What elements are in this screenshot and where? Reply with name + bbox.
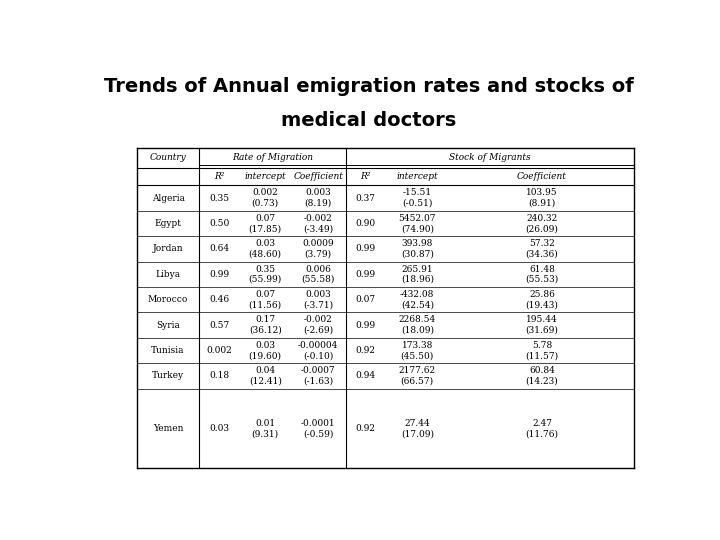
Text: 240.32
(26.09): 240.32 (26.09) [526, 214, 559, 233]
Text: 60.84
(14.23): 60.84 (14.23) [526, 366, 558, 386]
Text: 0.50: 0.50 [209, 219, 229, 228]
Text: 0.92: 0.92 [355, 346, 375, 355]
Text: 0.17
(36.12): 0.17 (36.12) [249, 315, 282, 335]
Text: 2177.62
(66.57): 2177.62 (66.57) [399, 366, 436, 386]
Text: 0.35
(55.99): 0.35 (55.99) [248, 265, 282, 284]
Text: 5.78
(11.57): 5.78 (11.57) [526, 341, 559, 360]
Text: Morocco: Morocco [148, 295, 189, 304]
Text: 0.07
(17.85): 0.07 (17.85) [248, 214, 282, 233]
Text: -0.0007
(-1.63): -0.0007 (-1.63) [301, 366, 336, 386]
Text: 0.64: 0.64 [209, 245, 229, 253]
Text: 195.44
(31.69): 195.44 (31.69) [526, 315, 559, 335]
Text: 0.46: 0.46 [209, 295, 229, 304]
Text: 0.57: 0.57 [209, 321, 229, 329]
Text: 0.003
(8.19): 0.003 (8.19) [305, 188, 332, 208]
Text: 0.0009
(3.79): 0.0009 (3.79) [302, 239, 334, 259]
Text: 0.90: 0.90 [355, 219, 375, 228]
Text: Coefficient: Coefficient [293, 172, 343, 181]
Text: 27.44
(17.09): 27.44 (17.09) [401, 418, 433, 438]
Text: 0.002: 0.002 [207, 346, 232, 355]
Text: 61.48
(55.53): 61.48 (55.53) [526, 265, 559, 284]
Text: R²: R² [360, 172, 370, 181]
Text: 57.32
(34.36): 57.32 (34.36) [526, 239, 558, 259]
Text: 0.99: 0.99 [355, 321, 375, 329]
Text: 103.95
(8.91): 103.95 (8.91) [526, 188, 558, 208]
Text: intercept: intercept [244, 172, 286, 181]
Text: Tunisia: Tunisia [151, 346, 185, 355]
Text: 0.35: 0.35 [209, 193, 229, 202]
Text: Egypt: Egypt [155, 219, 181, 228]
Text: 25.86
(19.43): 25.86 (19.43) [526, 290, 559, 309]
Text: -15.51
(-0.51): -15.51 (-0.51) [402, 188, 433, 208]
Text: 0.99: 0.99 [355, 245, 375, 253]
Text: Yemen: Yemen [153, 424, 184, 433]
Text: 173.38
(45.50): 173.38 (45.50) [400, 341, 434, 360]
Text: Syria: Syria [156, 321, 180, 329]
Text: Country: Country [150, 153, 186, 163]
Text: R²: R² [214, 172, 225, 181]
Text: 0.006
(55.58): 0.006 (55.58) [302, 265, 335, 284]
Text: intercept: intercept [397, 172, 438, 181]
Text: Libya: Libya [156, 270, 181, 279]
Text: -0.002
(-3.49): -0.002 (-3.49) [303, 214, 333, 233]
Text: Trends of Annual emigration rates and stocks of: Trends of Annual emigration rates and st… [104, 77, 634, 96]
Text: 0.99: 0.99 [355, 270, 375, 279]
Text: 0.92: 0.92 [355, 424, 375, 433]
Text: -0.00004
(-0.10): -0.00004 (-0.10) [298, 341, 338, 360]
Text: 265.91
(18.96): 265.91 (18.96) [401, 265, 433, 284]
Text: 0.002
(0.73): 0.002 (0.73) [252, 188, 279, 208]
Text: Rate of Migration: Rate of Migration [232, 153, 312, 163]
Text: -0.0001
(-0.59): -0.0001 (-0.59) [301, 418, 336, 438]
Text: 0.37: 0.37 [355, 193, 375, 202]
Text: 0.01
(9.31): 0.01 (9.31) [252, 418, 279, 438]
Text: 5452.07
(74.90): 5452.07 (74.90) [398, 214, 436, 233]
Text: 0.03: 0.03 [210, 424, 229, 433]
Text: 0.03
(48.60): 0.03 (48.60) [248, 239, 282, 259]
Text: Stock of Migrants: Stock of Migrants [449, 153, 531, 163]
Text: 0.18: 0.18 [209, 372, 229, 380]
Text: Jordan: Jordan [153, 245, 184, 253]
Text: Turkey: Turkey [152, 372, 184, 380]
Text: Coefficient: Coefficient [517, 172, 567, 181]
Text: 0.94: 0.94 [355, 372, 375, 380]
Text: 0.99: 0.99 [209, 270, 229, 279]
Text: 393.98
(30.87): 393.98 (30.87) [401, 239, 433, 259]
Text: 2268.54
(18.09): 2268.54 (18.09) [399, 315, 436, 335]
Text: 0.07: 0.07 [355, 295, 375, 304]
Text: 0.003
(-3.71): 0.003 (-3.71) [303, 290, 333, 309]
Text: 0.03
(19.60): 0.03 (19.60) [248, 341, 282, 360]
Text: medical doctors: medical doctors [282, 111, 456, 130]
Text: Algeria: Algeria [152, 193, 184, 202]
Text: 0.04
(12.41): 0.04 (12.41) [249, 366, 282, 386]
Text: 2.47
(11.76): 2.47 (11.76) [526, 418, 559, 438]
Text: -432.08
(42.54): -432.08 (42.54) [400, 290, 434, 309]
Text: 0.07
(11.56): 0.07 (11.56) [248, 290, 282, 309]
Text: -0.002
(-2.69): -0.002 (-2.69) [303, 315, 333, 335]
